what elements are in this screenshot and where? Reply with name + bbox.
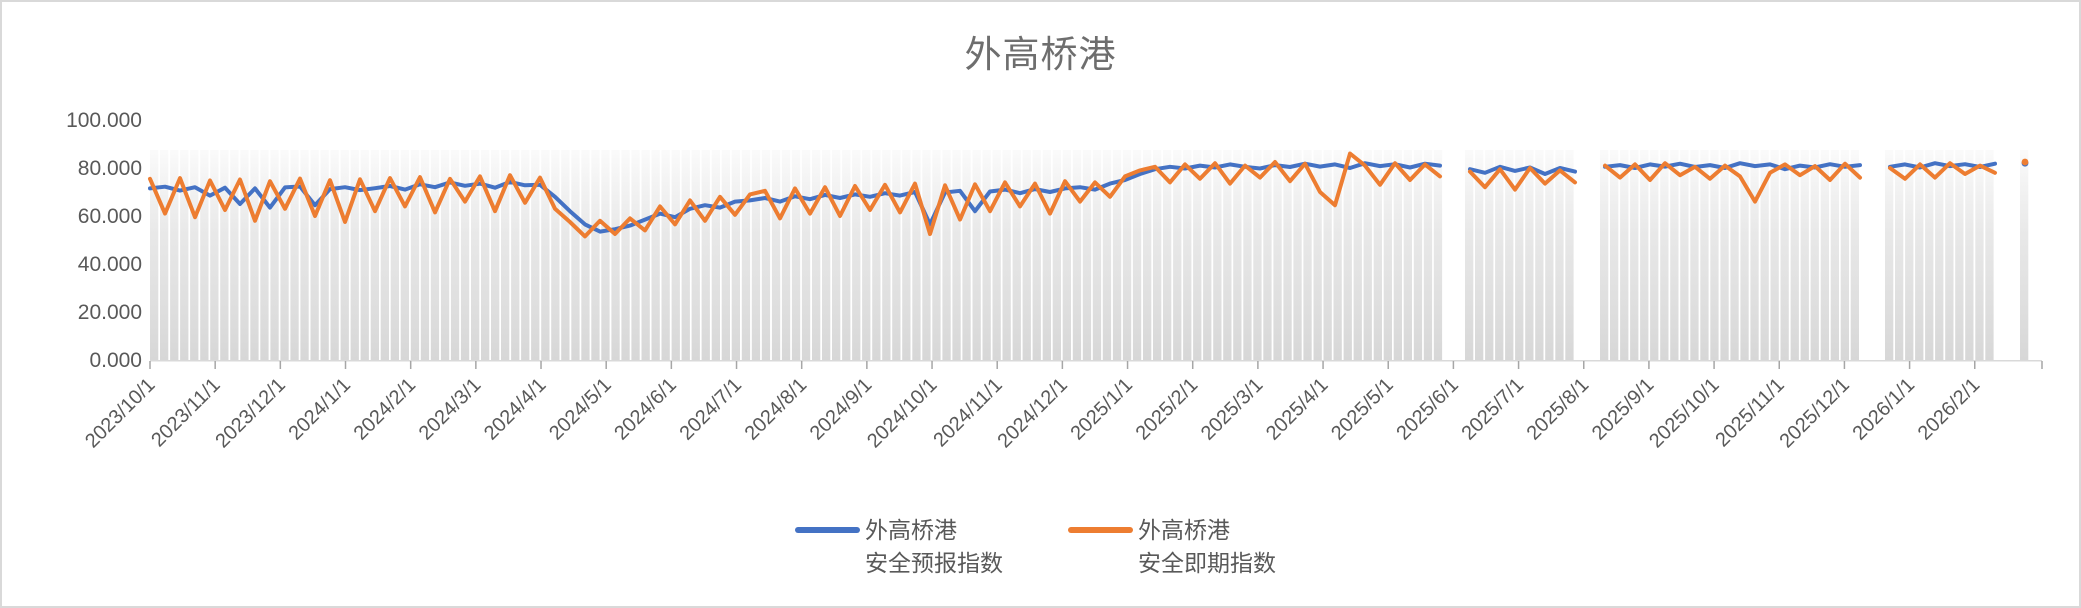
svg-text:2025/6/1: 2025/6/1 bbox=[1392, 374, 1463, 445]
svg-text:40.000: 40.000 bbox=[78, 253, 142, 276]
plot-svg: 2023/10/12023/11/12023/12/12024/1/12024/… bbox=[66, 109, 2043, 452]
svg-text:2024/5/1: 2024/5/1 bbox=[545, 374, 616, 445]
svg-text:2024/4/1: 2024/4/1 bbox=[480, 374, 551, 445]
data-series bbox=[148, 151, 2029, 239]
svg-text:2026/1/1: 2026/1/1 bbox=[1849, 374, 1920, 445]
svg-text:2024/2/1: 2024/2/1 bbox=[350, 374, 421, 445]
svg-text:2025/1/1: 2025/1/1 bbox=[1066, 374, 1137, 445]
svg-text:100.000: 100.000 bbox=[66, 109, 142, 132]
svg-text:2023/12/1: 2023/12/1 bbox=[211, 374, 289, 452]
svg-text:2024/7/1: 2024/7/1 bbox=[675, 374, 746, 445]
legend-label-forecast: 外高桥港 安全预报指数 bbox=[865, 514, 1003, 580]
legend-label-spot: 外高桥港 安全即期指数 bbox=[1138, 514, 1276, 580]
svg-text:2025/10/1: 2025/10/1 bbox=[1645, 374, 1723, 452]
svg-text:0.000: 0.000 bbox=[89, 349, 142, 372]
svg-text:2024/6/1: 2024/6/1 bbox=[610, 374, 681, 445]
svg-text:2025/12/1: 2025/12/1 bbox=[1775, 374, 1853, 452]
background-bars bbox=[150, 150, 2029, 360]
svg-text:2024/12/1: 2024/12/1 bbox=[993, 374, 1071, 452]
svg-text:2026/2/1: 2026/2/1 bbox=[1914, 374, 1985, 445]
svg-text:2025/7/1: 2025/7/1 bbox=[1457, 374, 1528, 445]
legend-label-forecast-line2: 安全预报指数 bbox=[865, 550, 1003, 576]
legend-label-spot-line1: 外高桥港 bbox=[1138, 517, 1230, 543]
svg-text:2025/5/1: 2025/5/1 bbox=[1327, 374, 1398, 445]
svg-text:2024/3/1: 2024/3/1 bbox=[415, 374, 486, 445]
legend-line-spot-swatch-icon bbox=[1068, 527, 1133, 533]
svg-text:60.000: 60.000 bbox=[78, 205, 142, 228]
legend-line-forecast-swatch-icon bbox=[795, 527, 860, 533]
chart-title: 外高桥港 bbox=[964, 34, 1117, 75]
svg-text:2024/8/1: 2024/8/1 bbox=[741, 374, 812, 445]
svg-text:2025/2/1: 2025/2/1 bbox=[1132, 374, 1203, 445]
legend-item-forecast: 外高桥港 安全预报指数 bbox=[795, 514, 1003, 580]
svg-text:2025/3/1: 2025/3/1 bbox=[1197, 374, 1268, 445]
legend-item-spot: 外高桥港 安全即期指数 bbox=[1068, 514, 1276, 580]
svg-text:2024/10/1: 2024/10/1 bbox=[863, 374, 941, 452]
legend-label-spot-line2: 安全即期指数 bbox=[1138, 550, 1276, 576]
svg-text:2025/8/1: 2025/8/1 bbox=[1523, 374, 1594, 445]
svg-text:2025/4/1: 2025/4/1 bbox=[1262, 374, 1333, 445]
svg-text:20.000: 20.000 bbox=[78, 301, 142, 324]
svg-text:2024/1/1: 2024/1/1 bbox=[284, 374, 355, 445]
legend-label-forecast-line1: 外高桥港 bbox=[865, 517, 957, 543]
svg-text:80.000: 80.000 bbox=[78, 157, 142, 180]
legend: 外高桥港 安全预报指数 外高桥港 安全即期指数 bbox=[2, 514, 2079, 584]
svg-text:2023/10/1: 2023/10/1 bbox=[81, 374, 159, 452]
